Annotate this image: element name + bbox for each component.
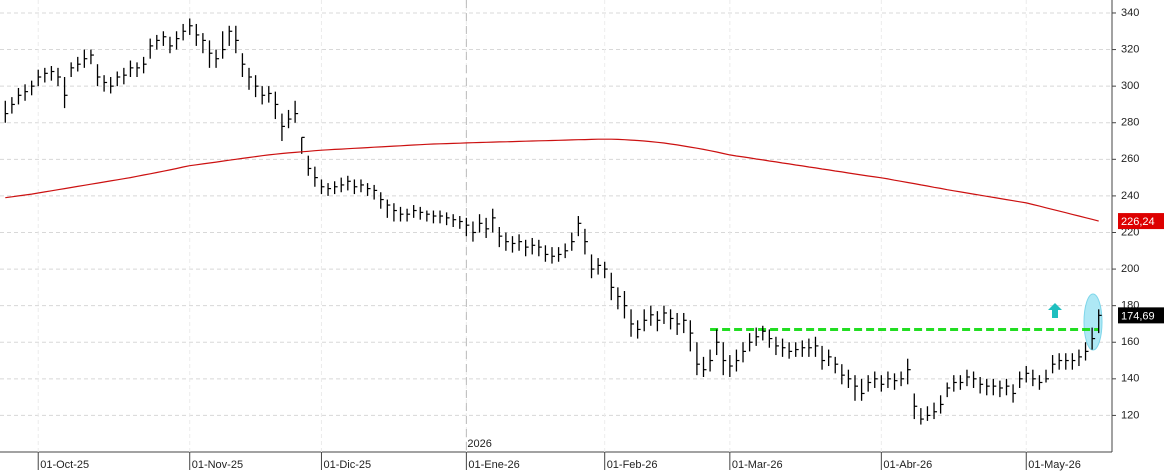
x-tick-label: 01-Dic-25: [323, 459, 371, 471]
y-tick-label: 340: [1121, 7, 1139, 19]
y-tick-label: 240: [1121, 190, 1139, 202]
x-tick-label: 01-Abr-26: [883, 459, 932, 471]
price-label: 226,24: [1121, 216, 1155, 228]
moving-average: [5, 138, 1099, 222]
x-tick-label: 01-Nov-25: [192, 459, 243, 471]
y-tick-label: 160: [1121, 336, 1139, 348]
highlight: [1083, 293, 1103, 351]
y-tick-label: 300: [1121, 80, 1139, 92]
up-arrow: [1048, 303, 1062, 318]
x-tick-label: 01-Ene-26: [468, 459, 519, 471]
y-tick-label: 260: [1121, 153, 1139, 165]
y-tick-label: 220: [1121, 226, 1139, 238]
x-tick-label: 01-Mar-26: [732, 459, 783, 471]
price-box: [1118, 307, 1164, 324]
price-label: 174,69: [1121, 310, 1155, 322]
year-label: 2026: [467, 438, 491, 450]
x-tick-label: 01-May-26: [1028, 459, 1081, 471]
x-tick-label: 01-Feb-26: [607, 459, 658, 471]
price-box: [1118, 213, 1164, 230]
x-tick-label: 01-Oct-25: [40, 459, 89, 471]
y-tick-label: 120: [1121, 409, 1139, 421]
y-tick-label: 280: [1121, 117, 1139, 129]
y-tick-label: 140: [1121, 373, 1139, 385]
y-tick-label: 200: [1121, 263, 1139, 275]
y-tick-label: 320: [1121, 43, 1139, 55]
